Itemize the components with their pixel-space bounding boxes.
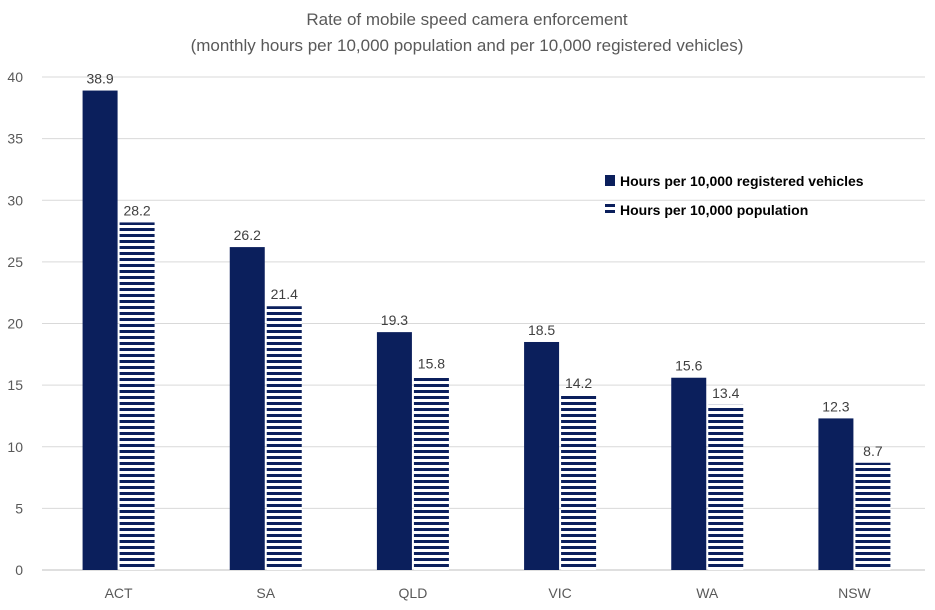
y-tick-label: 0 — [15, 562, 23, 578]
data-label: 26.2 — [234, 227, 261, 243]
bar-population — [561, 394, 597, 570]
y-tick-label: 20 — [7, 316, 23, 332]
bar-population — [413, 375, 449, 570]
gridlines — [42, 76, 925, 571]
bar-population — [855, 462, 891, 570]
data-label: 38.9 — [86, 71, 113, 87]
bar-registered-vehicles — [818, 418, 854, 570]
data-label: 12.3 — [822, 398, 849, 414]
legend-label: Hours per 10,000 population — [620, 202, 808, 218]
bar-registered-vehicles — [671, 377, 707, 570]
legend-swatch-population — [605, 204, 615, 215]
legend-label: Hours per 10,000 registered vehicles — [620, 173, 864, 189]
x-category-label: NSW — [838, 585, 871, 601]
legend: Hours per 10,000 registered vehicles Hour… — [605, 173, 864, 218]
x-category-label: VIC — [548, 585, 571, 601]
bar-population — [708, 404, 744, 570]
bar-registered-vehicles — [376, 332, 412, 570]
data-label: 21.4 — [271, 286, 298, 302]
y-axis-ticks: 0 5 10 15 20 25 30 35 40 — [7, 69, 23, 578]
data-labels: 38.9 28.2 26.2 21.4 19.3 15.8 18.5 14.2 15.6 13.4… — [86, 71, 882, 459]
x-category-label: QLD — [399, 585, 428, 601]
chart-title: Rate of mobile speed camera enforcement — [306, 10, 628, 29]
y-tick-label: 25 — [7, 254, 23, 270]
bars — [82, 90, 891, 571]
x-category-label: SA — [256, 585, 275, 601]
y-tick-label: 40 — [7, 69, 23, 85]
y-tick-label: 10 — [7, 439, 23, 455]
x-category-label: ACT — [105, 585, 133, 601]
bar-population — [119, 222, 155, 570]
data-label: 14.2 — [565, 375, 592, 391]
data-label: 13.4 — [712, 385, 739, 401]
x-category-label: WA — [696, 585, 719, 601]
chart-subtitle: (monthly hours per 10,000 population and… — [191, 36, 744, 55]
bar-registered-vehicles — [82, 90, 118, 571]
bar-registered-vehicles — [229, 247, 265, 570]
bar-registered-vehicles — [524, 341, 560, 570]
data-label: 15.8 — [418, 355, 445, 371]
data-label: 8.7 — [863, 443, 883, 459]
y-tick-label: 15 — [7, 377, 23, 393]
y-tick-label: 35 — [7, 131, 23, 147]
data-label: 28.2 — [123, 202, 150, 218]
y-tick-label: 30 — [7, 192, 23, 208]
data-label: 18.5 — [528, 322, 555, 338]
legend-swatch-registered-vehicles — [605, 175, 615, 186]
data-label: 15.6 — [675, 358, 702, 374]
data-label: 19.3 — [381, 312, 408, 328]
x-axis-categories: ACT SA QLD VIC WA NSW — [105, 585, 872, 601]
bar-population — [266, 306, 302, 570]
y-tick-label: 5 — [15, 500, 23, 516]
